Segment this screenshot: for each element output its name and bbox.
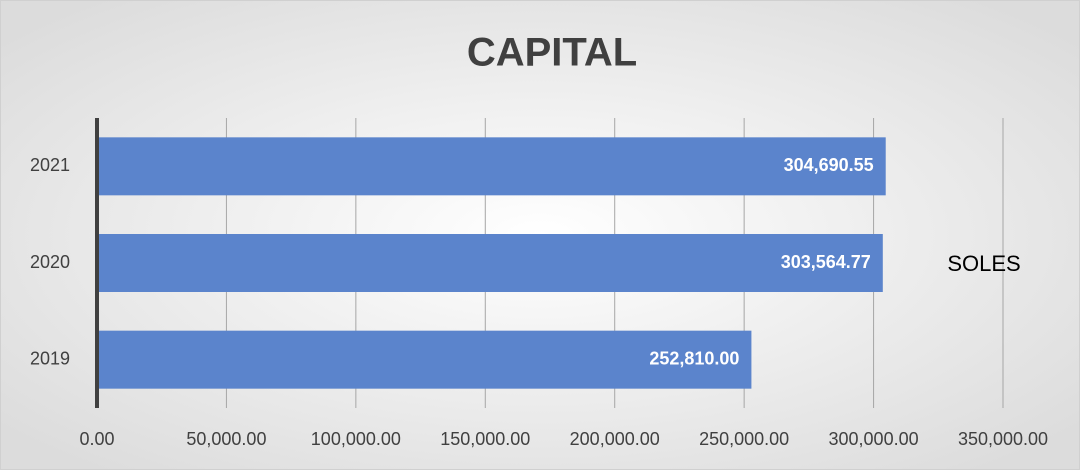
x-tick-label: 0.00 [79,429,114,449]
data-label: 303,564.77 [781,252,871,272]
y-tick-label: 2019 [30,348,70,368]
x-tick-label: 200,000.00 [570,429,660,449]
x-tick-label: 150,000.00 [440,429,530,449]
x-tick-label: 250,000.00 [699,429,789,449]
bar [97,330,752,389]
y-tick-label: 2021 [30,155,70,175]
x-tick-label: 100,000.00 [311,429,401,449]
legend-label: SOLES [947,251,1020,276]
data-label: 252,810.00 [649,348,739,368]
bar [97,137,886,196]
x-tick-label: 350,000.00 [958,429,1048,449]
bar [97,234,883,292]
x-tick-label: 300,000.00 [829,429,919,449]
chart-title: CAPITAL [467,31,637,75]
y-tick-label: 2020 [30,252,70,272]
data-label: 304,690.55 [784,155,874,175]
x-tick-label: 50,000.00 [186,429,266,449]
